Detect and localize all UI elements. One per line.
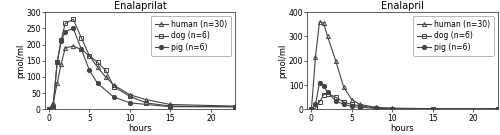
human (n=30) bbox=[312, 56, 318, 58]
human (n=30) bbox=[127, 94, 133, 96]
dog (n=6) bbox=[324, 93, 330, 94]
pig (n=6) bbox=[127, 102, 133, 104]
dog (n=6) bbox=[143, 102, 149, 104]
human (n=30) bbox=[70, 45, 76, 47]
pig (n=6) bbox=[50, 105, 56, 107]
human (n=30) bbox=[94, 66, 100, 68]
human (n=30) bbox=[320, 22, 326, 24]
human (n=30) bbox=[50, 102, 56, 104]
dog (n=6) bbox=[430, 108, 436, 110]
Line: dog (n=6): dog (n=6) bbox=[47, 17, 237, 111]
pig (n=6) bbox=[430, 108, 436, 110]
pig (n=6) bbox=[494, 108, 500, 110]
pig (n=6) bbox=[62, 31, 68, 32]
human (n=30) bbox=[332, 60, 338, 62]
human (n=30) bbox=[373, 107, 379, 108]
Title: Enalaprilat: Enalaprilat bbox=[114, 1, 166, 11]
dog (n=6) bbox=[312, 107, 318, 109]
pig (n=6) bbox=[94, 83, 100, 84]
pig (n=6) bbox=[324, 92, 330, 93]
X-axis label: hours: hours bbox=[128, 124, 152, 133]
pig (n=6) bbox=[46, 109, 52, 110]
human (n=30) bbox=[324, 36, 330, 37]
dog (n=6) bbox=[168, 105, 173, 107]
pig (n=6) bbox=[86, 70, 92, 71]
X-axis label: hours: hours bbox=[390, 124, 414, 133]
human (n=30) bbox=[78, 49, 84, 50]
human (n=30) bbox=[46, 109, 52, 110]
human (n=30) bbox=[62, 47, 68, 49]
pig (n=6) bbox=[373, 108, 379, 109]
dog (n=6) bbox=[78, 37, 84, 39]
pig (n=6) bbox=[111, 96, 117, 98]
pig (n=6) bbox=[349, 106, 355, 107]
dog (n=6) bbox=[111, 86, 117, 87]
pig (n=6) bbox=[168, 106, 173, 108]
Title: Enalapril: Enalapril bbox=[381, 1, 424, 11]
Line: human (n=30): human (n=30) bbox=[47, 44, 237, 111]
Line: human (n=30): human (n=30) bbox=[310, 20, 500, 111]
dog (n=6) bbox=[54, 62, 60, 63]
dog (n=6) bbox=[316, 101, 322, 103]
dog (n=6) bbox=[320, 94, 326, 96]
dog (n=6) bbox=[341, 101, 347, 103]
pig (n=6) bbox=[357, 107, 363, 108]
Line: pig (n=6): pig (n=6) bbox=[310, 81, 500, 111]
human (n=30) bbox=[341, 87, 347, 88]
human (n=30) bbox=[143, 99, 149, 100]
dog (n=6) bbox=[46, 109, 52, 110]
pig (n=6) bbox=[320, 85, 326, 87]
pig (n=6) bbox=[58, 40, 64, 42]
dog (n=6) bbox=[390, 108, 396, 109]
pig (n=6) bbox=[312, 104, 318, 105]
human (n=30) bbox=[111, 84, 117, 86]
pig (n=6) bbox=[332, 100, 338, 102]
dog (n=6) bbox=[58, 39, 64, 40]
Y-axis label: pmol/ml: pmol/ml bbox=[278, 44, 287, 78]
human (n=30) bbox=[232, 105, 238, 107]
dog (n=6) bbox=[70, 18, 76, 20]
dog (n=6) bbox=[94, 62, 100, 63]
dog (n=6) bbox=[62, 23, 68, 24]
Legend: human (n=30), dog (n=6), pig (n=6): human (n=30), dog (n=6), pig (n=6) bbox=[413, 16, 494, 56]
human (n=30) bbox=[54, 83, 60, 84]
human (n=30) bbox=[494, 108, 500, 109]
pig (n=6) bbox=[54, 62, 60, 63]
pig (n=6) bbox=[308, 109, 314, 110]
dog (n=6) bbox=[332, 96, 338, 98]
dog (n=6) bbox=[494, 108, 500, 110]
human (n=30) bbox=[308, 109, 314, 110]
pig (n=6) bbox=[78, 49, 84, 50]
human (n=30) bbox=[58, 63, 64, 65]
dog (n=6) bbox=[232, 106, 238, 108]
human (n=30) bbox=[168, 104, 173, 105]
Y-axis label: pmol/ml: pmol/ml bbox=[16, 44, 25, 78]
dog (n=6) bbox=[102, 70, 108, 71]
dog (n=6) bbox=[349, 104, 355, 105]
dog (n=6) bbox=[50, 107, 56, 109]
dog (n=6) bbox=[308, 109, 314, 110]
Line: pig (n=6): pig (n=6) bbox=[47, 26, 237, 111]
dog (n=6) bbox=[86, 55, 92, 57]
human (n=30) bbox=[86, 55, 92, 57]
human (n=30) bbox=[102, 76, 108, 78]
human (n=30) bbox=[430, 108, 436, 109]
pig (n=6) bbox=[390, 108, 396, 110]
dog (n=6) bbox=[127, 96, 133, 97]
pig (n=6) bbox=[232, 106, 238, 108]
dog (n=6) bbox=[357, 105, 363, 107]
pig (n=6) bbox=[316, 82, 322, 83]
Line: dog (n=6): dog (n=6) bbox=[310, 92, 500, 111]
human (n=30) bbox=[316, 21, 322, 23]
pig (n=6) bbox=[341, 104, 347, 105]
pig (n=6) bbox=[70, 28, 76, 29]
Legend: human (n=30), dog (n=6), pig (n=6): human (n=30), dog (n=6), pig (n=6) bbox=[150, 16, 232, 56]
human (n=30) bbox=[357, 104, 363, 105]
human (n=30) bbox=[349, 99, 355, 100]
dog (n=6) bbox=[373, 107, 379, 109]
human (n=30) bbox=[390, 107, 396, 109]
